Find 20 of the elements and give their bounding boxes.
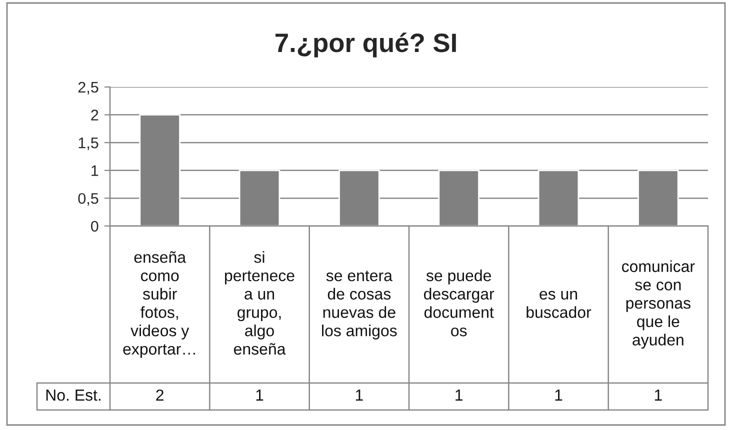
- data-label: 1: [654, 390, 662, 401]
- y-tick-label: 2,5: [78, 82, 98, 94]
- data-label: 1: [555, 390, 562, 401]
- y-tick-label: 1: [92, 165, 98, 176]
- chart-title: 7.¿por qué? SI: [276, 32, 456, 58]
- y-tick-label: 0,5: [78, 193, 98, 206]
- data-label: 1: [456, 390, 462, 401]
- x-tick-label: enseña como subir fotos, videos y exportar…: [123, 251, 195, 358]
- data-label: 1: [356, 390, 363, 401]
- x-tick-label: se puede descargar document os: [424, 270, 494, 336]
- x-tick-label: se entera de cosas nuevas de los amigos: [322, 270, 397, 340]
- data-label: 2: [156, 389, 164, 401]
- x-tick-label: es un buscador: [526, 290, 592, 318]
- text: No. Est.: [46, 390, 100, 401]
- y-tick-label: 2: [91, 110, 98, 120]
- y-tick-label: 0: [90, 220, 98, 232]
- data-label: 1: [256, 390, 264, 401]
- y-tick-label: 1,5: [78, 138, 98, 150]
- x-tick-label: comunicar se con personas que le ayuden: [622, 260, 695, 349]
- x-tick-label: si pertenece a un grupo, algo enseña: [225, 251, 294, 355]
